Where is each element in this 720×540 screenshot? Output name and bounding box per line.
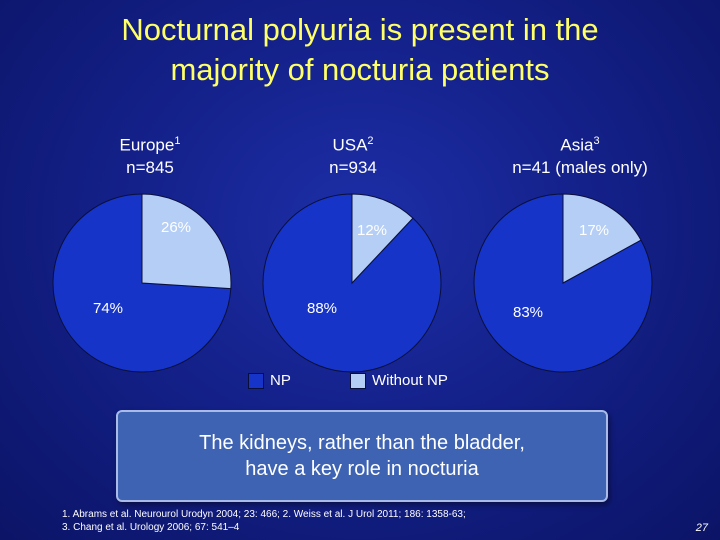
asia-sample-size: n=41 (males only) (512, 157, 648, 177)
reference-line-2: 3. Chang et al. Urology 2006; 67: 541–4 (62, 522, 240, 533)
usa-sample-size: n=934 (329, 157, 377, 177)
key-message-callout: The kidneys, rather than the bladder, ha… (116, 410, 608, 502)
pie-usa-label-without-np: 12% (357, 222, 387, 239)
pie-europe: 74% 26% (52, 193, 232, 373)
pie-asia-label-without-np: 17% (579, 222, 609, 239)
title-line-1: Nocturnal polyuria is present in the (121, 12, 599, 47)
pie-usa: 88% 12% (262, 193, 442, 373)
pie-usa-slice-without-np (351, 193, 414, 285)
europe-title: Europe (119, 135, 175, 155)
europe-ref-marker: 1 (174, 135, 181, 147)
europe-sample-size: n=845 (126, 157, 174, 177)
usa-ref-marker: 2 (367, 135, 374, 147)
pie-asia-label-np: 83% (513, 304, 543, 321)
pie-europe-label-np: 74% (93, 300, 123, 317)
asia-heading: Asia3 n=41 (males only) (480, 130, 680, 179)
pie-asia: 83% 17% (473, 193, 653, 373)
slide-title: Nocturnal polyuria is present in the maj… (20, 10, 700, 90)
reference-line-1: 1. Abrams et al. Neurourol Urodyn 2004; … (62, 509, 466, 520)
usa-heading: USA2 n=934 (283, 130, 423, 179)
callout-line-1: The kidneys, rather than the bladder, (199, 432, 525, 454)
references: 1. Abrams et al. Neurourol Urodyn 2004; … (62, 508, 466, 534)
callout-line-2: have a key role in nocturia (245, 458, 479, 480)
page-number: 27 (695, 522, 708, 534)
pie-europe-label-without-np: 26% (161, 219, 191, 236)
pie-europe-slice-without-np (141, 193, 232, 290)
asia-ref-marker: 3 (593, 135, 600, 147)
title-line-2: majority of nocturia patients (170, 52, 550, 87)
usa-title: USA (332, 135, 368, 155)
asia-title: Asia (560, 135, 594, 155)
legend-swatch-np (248, 373, 264, 389)
legend-swatch-without-np (350, 373, 366, 389)
legend-label-np: NP (270, 372, 291, 389)
pie-usa-label-np: 88% (307, 300, 337, 317)
pie-asia-slice-without-np (562, 193, 642, 284)
europe-heading: Europe1 n=845 (80, 130, 220, 179)
legend-label-without-np: Without NP (372, 372, 448, 389)
